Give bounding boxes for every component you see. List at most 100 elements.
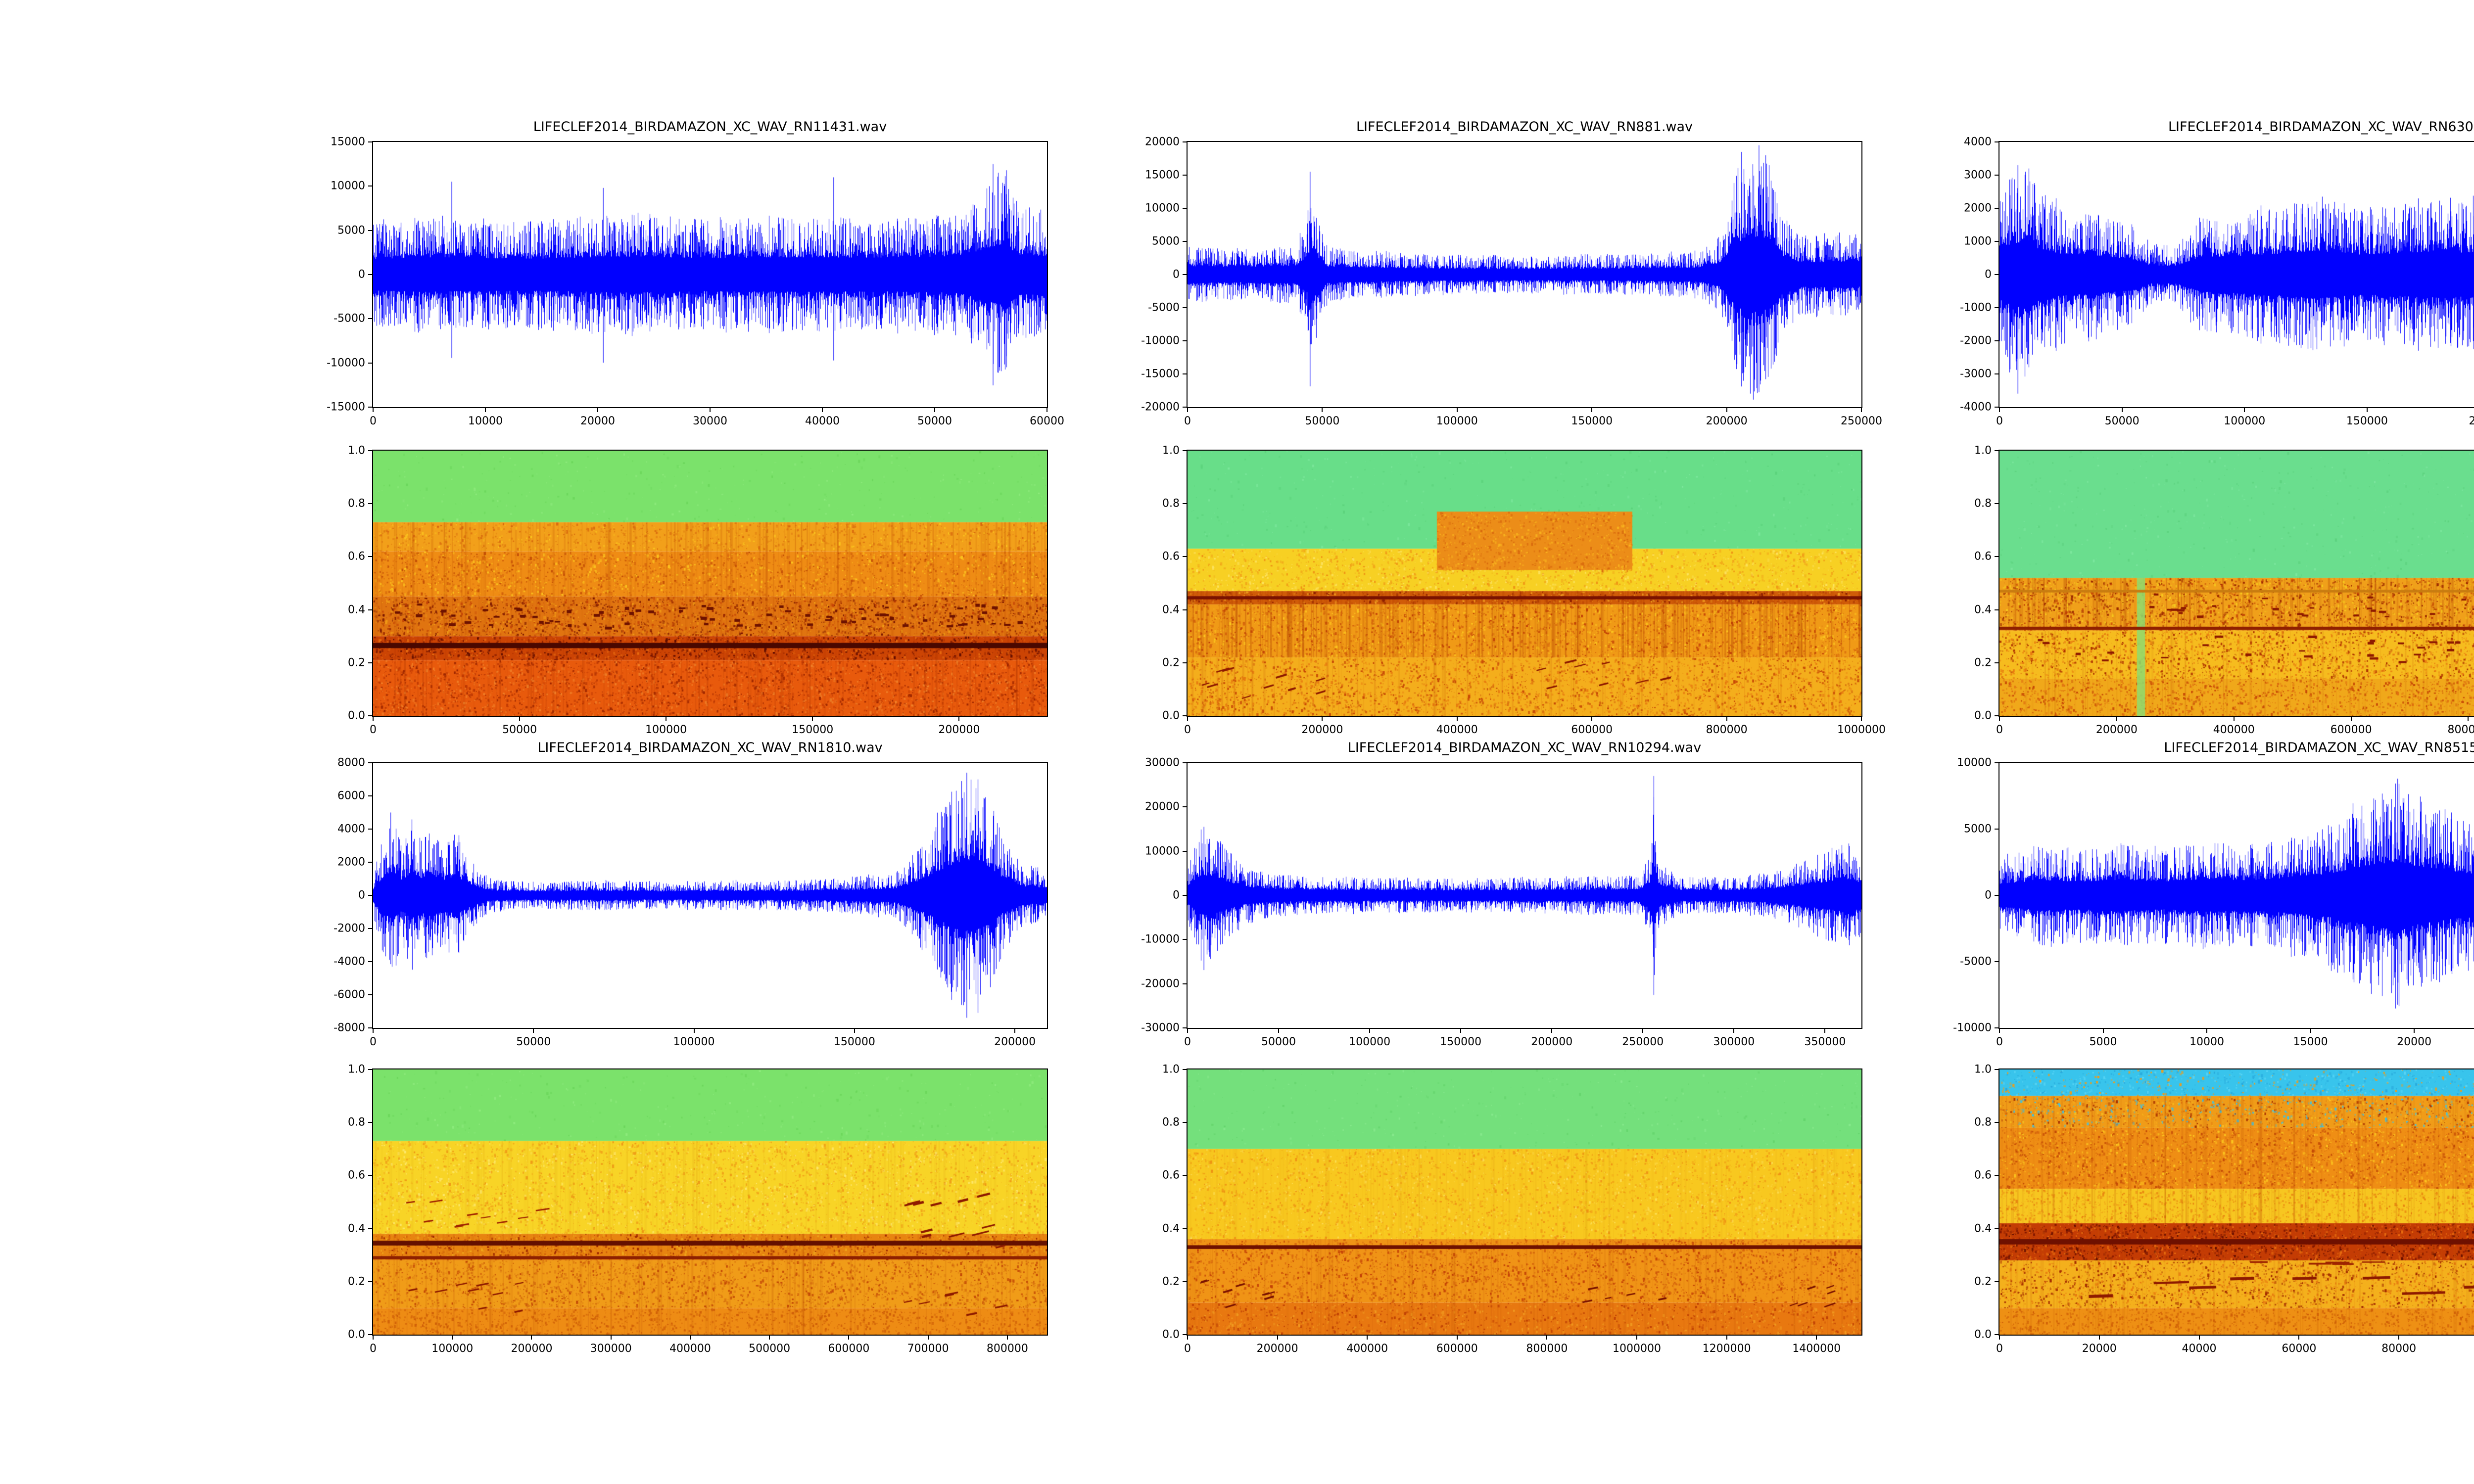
y-tick-mark — [1995, 450, 1999, 451]
x-tick-mark — [2233, 716, 2235, 721]
y-tick-label: 1.0 — [348, 1063, 365, 1076]
y-tick-mark — [368, 362, 373, 364]
y-tick-mark — [368, 274, 373, 275]
y-tick-mark — [1995, 274, 1999, 275]
x-tick-mark — [1456, 1335, 1458, 1340]
x-tick-label: 1000000 — [1837, 724, 1886, 736]
x-tick-label: 300000 — [590, 1343, 632, 1355]
x-tick-mark — [822, 407, 823, 412]
x-tick-label: 700000 — [907, 1343, 949, 1355]
y-tick-mark — [1183, 141, 1188, 142]
x-tick-mark — [1999, 1335, 2000, 1340]
x-tick-label: 15000 — [2293, 1036, 2328, 1048]
y-tick-mark — [368, 407, 373, 408]
y-tick-label: -15000 — [327, 401, 365, 414]
x-tick-mark — [2414, 1028, 2415, 1033]
y-tick-label: 15000 — [331, 136, 365, 148]
y-tick-label: 0.0 — [1974, 709, 1992, 722]
plot-title: LIFECLEF2014_BIRDAMAZON_XC_WAV_RN11431.w… — [533, 119, 887, 135]
y-tick-label: 5000 — [1152, 235, 1180, 248]
x-tick-label: 0 — [370, 724, 377, 736]
x-tick-label: 400000 — [2213, 724, 2255, 736]
y-tick-label: 8000 — [337, 756, 365, 769]
x-tick-mark — [1591, 407, 1593, 412]
y-tick-mark — [368, 1175, 373, 1176]
subplot-r3-c2: 0.0 0.2 0.4 0.6 0.8 1.0 0 20000 40000 60000 80000… — [1974, 1064, 2474, 1355]
y-tick-label: 0.2 — [1974, 1275, 1992, 1288]
y-tick-mark — [368, 556, 373, 557]
x-tick-label: 200000 — [2095, 724, 2138, 736]
y-tick-label: 0 — [1985, 268, 1992, 281]
x-tick-mark — [1187, 1028, 1188, 1033]
y-tick-mark — [1183, 806, 1188, 808]
y-tick-label: 0 — [358, 889, 365, 902]
x-tick-mark — [1726, 1335, 1727, 1340]
x-tick-label: 0 — [370, 1036, 377, 1048]
x-tick-mark — [2116, 716, 2117, 721]
y-tick-mark — [1183, 307, 1188, 308]
plot-frame — [1187, 1068, 1862, 1336]
plot-frame — [372, 141, 1048, 408]
y-tick-mark — [1183, 450, 1188, 451]
y-tick-mark — [1995, 1334, 1999, 1335]
y-tick-label: -5000 — [333, 312, 365, 325]
y-tick-mark — [1995, 762, 1999, 763]
x-tick-mark — [1816, 1335, 1817, 1340]
y-tick-mark — [368, 715, 373, 716]
x-tick-label: 200000 — [2469, 415, 2474, 427]
x-tick-label: 800000 — [986, 1343, 1028, 1355]
x-tick-mark — [1278, 1028, 1280, 1033]
y-tick-mark — [1183, 662, 1188, 663]
y-tick-label: 0.4 — [1162, 1222, 1180, 1235]
x-tick-mark — [1006, 1335, 1008, 1340]
y-tick-label: 0.8 — [1974, 497, 1992, 510]
y-tick-mark — [368, 662, 373, 663]
y-tick-label: 0.4 — [348, 1222, 365, 1235]
y-tick-label: -2000 — [1960, 334, 1992, 347]
y-tick-mark — [1183, 407, 1188, 408]
x-tick-label: 150000 — [833, 1036, 875, 1048]
y-tick-mark — [368, 895, 373, 896]
y-tick-mark — [1183, 1122, 1188, 1123]
y-tick-label: 0.2 — [348, 1275, 365, 1288]
plot-frame — [1998, 762, 2474, 1029]
y-tick-label: 10000 — [1957, 756, 1992, 769]
y-tick-mark — [1995, 503, 1999, 505]
y-tick-label: 1.0 — [1162, 444, 1180, 457]
x-tick-mark — [769, 1335, 770, 1340]
y-tick-mark — [368, 1027, 373, 1028]
subplot-r2-c2: LIFECLEF2014_BIRDAMAZON_XC_WAV_RN8515.wa… — [1953, 740, 2474, 1048]
plot-frame — [1187, 762, 1862, 1029]
x-tick-label: 60000 — [2282, 1343, 2317, 1355]
x-tick-label: 50000 — [2104, 415, 2140, 427]
y-tick-label: 0.8 — [348, 497, 365, 510]
y-tick-mark — [1995, 895, 1999, 896]
x-tick-label: 350000 — [1804, 1036, 1846, 1048]
y-tick-mark — [368, 450, 373, 451]
y-tick-mark — [1995, 1281, 1999, 1282]
y-tick-label: -10000 — [327, 357, 365, 370]
y-tick-label: 0.0 — [1162, 1328, 1180, 1341]
y-tick-label: 30000 — [1145, 756, 1180, 769]
y-tick-mark — [368, 795, 373, 796]
x-tick-mark — [1999, 716, 2000, 721]
y-tick-label: 0.0 — [348, 709, 365, 722]
x-tick-mark — [1014, 1028, 1016, 1033]
plot-canvas — [373, 1069, 1047, 1335]
y-tick-label: 0.6 — [1974, 1169, 1992, 1182]
x-tick-mark — [1546, 1335, 1548, 1340]
y-tick-mark — [1995, 1122, 1999, 1123]
y-tick-label: -2000 — [333, 922, 365, 935]
y-tick-label: 1.0 — [348, 444, 365, 457]
x-tick-label: 60000 — [1030, 415, 1064, 427]
y-tick-label: 10000 — [331, 180, 365, 192]
subplot-r3-c0: 0.0 0.2 0.4 0.6 0.8 1.0 0 100000 200000 300000 40… — [348, 1064, 1048, 1355]
x-tick-label: 0 — [1184, 1036, 1191, 1048]
y-tick-label: -6000 — [333, 988, 365, 1001]
y-tick-label: 1.0 — [1974, 1063, 1992, 1076]
y-tick-label: 0.8 — [1162, 1116, 1180, 1129]
x-tick-label: 0 — [1996, 415, 2003, 427]
y-tick-mark — [1183, 762, 1188, 763]
y-tick-mark — [1995, 208, 1999, 209]
subplot-r2-c1: LIFECLEF2014_BIRDAMAZON_XC_WAV_RN10294.w… — [1141, 740, 1862, 1048]
